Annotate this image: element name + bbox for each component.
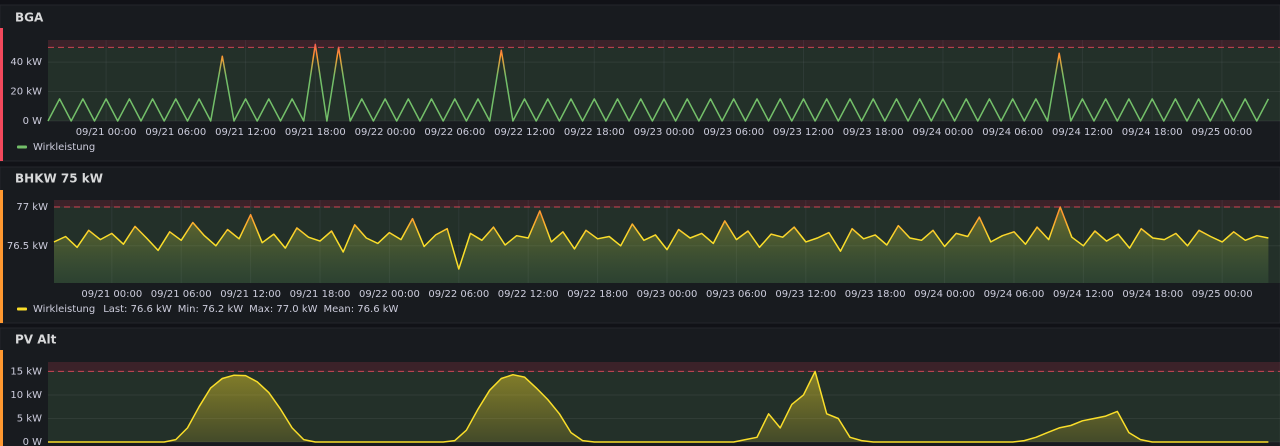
legend-stat: Mean: 76.6 kW	[324, 304, 399, 315]
x-tick-label: 09/21 12:00	[220, 289, 281, 300]
legend-stat: Last: 76.6 kW	[103, 304, 172, 315]
x-tick-label: 09/25 00:00	[1191, 127, 1252, 138]
x-tick-label: 09/23 18:00	[845, 289, 906, 300]
legend-label: Wirkleistung	[33, 304, 95, 315]
x-tick-label: 09/23 00:00	[637, 289, 698, 300]
series-area	[54, 207, 1269, 283]
y-tick-label: 0 W	[23, 437, 43, 446]
legend-swatch	[17, 145, 27, 149]
series-line	[48, 370, 1269, 443]
x-tick-label: 09/21 00:00	[76, 127, 137, 138]
x-tick-label: 09/24 18:00	[1122, 127, 1183, 138]
x-tick-label: 09/21 06:00	[151, 289, 212, 300]
x-tick-label: 09/24 00:00	[914, 289, 975, 300]
x-tick-label: 09/22 06:00	[428, 289, 489, 300]
x-tick-label: 09/22 06:00	[424, 127, 485, 138]
threshold-band	[48, 362, 1280, 372]
normal-band	[48, 47, 1280, 122]
panel-title: PV Alt	[15, 333, 57, 347]
x-tick-label: 09/21 18:00	[290, 289, 351, 300]
legend-stat: Max: 77.0 kW	[249, 304, 317, 315]
y-tick-label: 10 kW	[10, 390, 42, 401]
y-tick-label: 76.5 kW	[7, 241, 48, 252]
x-tick-label: 09/23 18:00	[843, 127, 904, 138]
x-tick-label: 09/24 12:00	[1052, 127, 1113, 138]
y-tick-label: 40 kW	[10, 57, 42, 68]
x-tick-label: 09/21 12:00	[215, 127, 276, 138]
x-tick-label: 09/23 06:00	[703, 127, 764, 138]
status-strip	[0, 28, 3, 161]
status-strip	[0, 350, 3, 446]
panel-title: BGA	[15, 11, 44, 25]
x-tick-label: 09/21 18:00	[285, 127, 346, 138]
status-strip	[0, 190, 3, 323]
x-tick-label: 09/22 18:00	[567, 289, 628, 300]
y-tick-label: 77 kW	[16, 202, 48, 213]
x-tick-label: 09/23 12:00	[773, 127, 834, 138]
legend-label: Wirkleistung	[33, 142, 95, 153]
threshold-band	[54, 200, 1280, 207]
panel-title: BHKW 75 kW	[15, 172, 103, 186]
series-line	[53, 206, 1269, 270]
x-tick-label: 09/24 06:00	[984, 289, 1045, 300]
x-tick-label: 09/23 06:00	[706, 289, 767, 300]
series-line	[47, 43, 1270, 122]
y-tick-label: 5 kW	[17, 413, 42, 424]
x-tick-label: 09/22 12:00	[494, 127, 555, 138]
x-tick-label: 09/22 18:00	[564, 127, 625, 138]
x-tick-label: 09/22 00:00	[355, 127, 416, 138]
y-tick-label: 15 kW	[10, 366, 42, 377]
y-tick-label: 20 kW	[10, 87, 42, 98]
legend-swatch	[17, 307, 27, 311]
x-tick-label: 09/23 12:00	[775, 289, 836, 300]
x-tick-label: 09/24 06:00	[982, 127, 1043, 138]
panel	[0, 4, 1280, 162]
x-tick-label: 09/22 00:00	[359, 289, 420, 300]
x-tick-label: 09/23 00:00	[634, 127, 695, 138]
x-tick-label: 09/24 12:00	[1053, 289, 1114, 300]
y-tick-label: 0 W	[23, 116, 43, 127]
x-tick-label: 09/21 00:00	[81, 289, 142, 300]
threshold-band	[48, 40, 1280, 48]
x-tick-label: 09/24 18:00	[1122, 289, 1183, 300]
x-tick-label: 09/21 06:00	[145, 127, 206, 138]
x-tick-label: 09/25 00:00	[1192, 289, 1253, 300]
legend-stat: Min: 76.2 kW	[178, 304, 244, 315]
x-tick-label: 09/22 12:00	[498, 289, 559, 300]
x-tick-label: 09/24 00:00	[913, 127, 974, 138]
